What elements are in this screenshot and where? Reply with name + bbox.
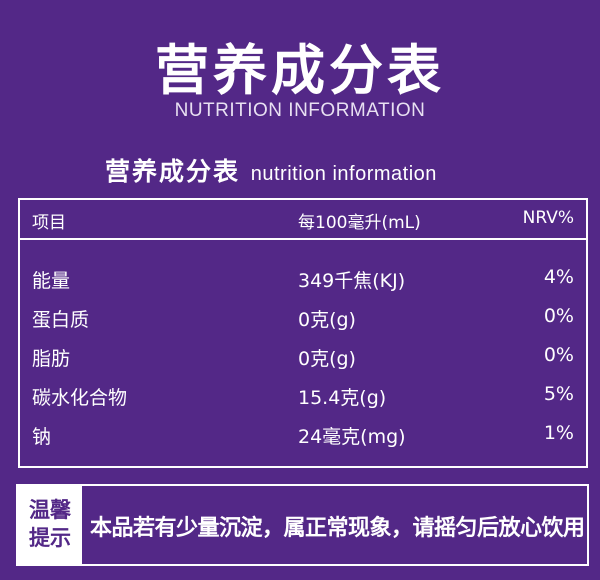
nutrient-amount: 349千焦(KJ) bbox=[298, 270, 406, 292]
notice-box: 温馨 提示 本品若有少量沉淀，属正常现象，请摇匀后放心饮用 bbox=[16, 484, 589, 566]
page-title: 营养成分表 bbox=[155, 39, 445, 102]
notice-label-line2: 提示 bbox=[29, 526, 71, 550]
nutrient-name: 脂肪 bbox=[32, 348, 71, 370]
nutrient-nrv: 0% bbox=[543, 305, 574, 327]
nutrient-nrv: 1% bbox=[543, 422, 574, 444]
nutrient-amount: 24毫克(mg) bbox=[298, 426, 406, 448]
header-nrv: NRV% bbox=[522, 208, 574, 228]
nutrient-name: 蛋白质 bbox=[32, 309, 90, 331]
table-row: 钠 24毫克(mg) 1% bbox=[20, 414, 586, 452]
nutrient-name: 碳水化合物 bbox=[32, 387, 128, 409]
table-header: 项目 每100毫升(mL) NRV% bbox=[20, 200, 586, 240]
notice-label-line1: 温馨 bbox=[29, 498, 71, 522]
notice-text: 本品若有少量沉淀，属正常现象，请摇匀后放心饮用 bbox=[90, 516, 585, 541]
nutrient-nrv: 4% bbox=[543, 266, 574, 288]
table-title-cn: 营养成分表 bbox=[105, 157, 241, 186]
nutrient-nrv: 0% bbox=[543, 344, 574, 366]
table-title-en: nutrition information bbox=[250, 163, 437, 185]
table-title: 营养成分表 nutrition information bbox=[105, 152, 437, 188]
page-title-english: NUTRITION INFORMATION bbox=[174, 100, 426, 121]
table-row: 能量 349千焦(KJ) 4% bbox=[20, 258, 586, 296]
nutrient-amount: 0克(g) bbox=[298, 348, 356, 370]
nutrient-amount: 15.4克(g) bbox=[298, 387, 387, 409]
nutrient-name: 能量 bbox=[32, 270, 71, 292]
nutrient-nrv: 5% bbox=[543, 383, 574, 405]
nutrient-amount: 0克(g) bbox=[298, 309, 356, 331]
table-row: 脂肪 0克(g) 0% bbox=[20, 336, 586, 374]
header-item: 项目 bbox=[32, 213, 66, 233]
notice-label: 温馨 提示 bbox=[18, 486, 82, 564]
table-row: 碳水化合物 15.4克(g) 5% bbox=[20, 375, 586, 413]
header-per100ml: 每100毫升(mL) bbox=[298, 213, 421, 233]
nutrient-name: 钠 bbox=[32, 426, 52, 448]
table-row: 蛋白质 0克(g) 0% bbox=[20, 297, 586, 335]
nutrition-table: 项目 每100毫升(mL) NRV% 能量 349千焦(KJ) 4% 蛋白质 0… bbox=[18, 198, 588, 468]
